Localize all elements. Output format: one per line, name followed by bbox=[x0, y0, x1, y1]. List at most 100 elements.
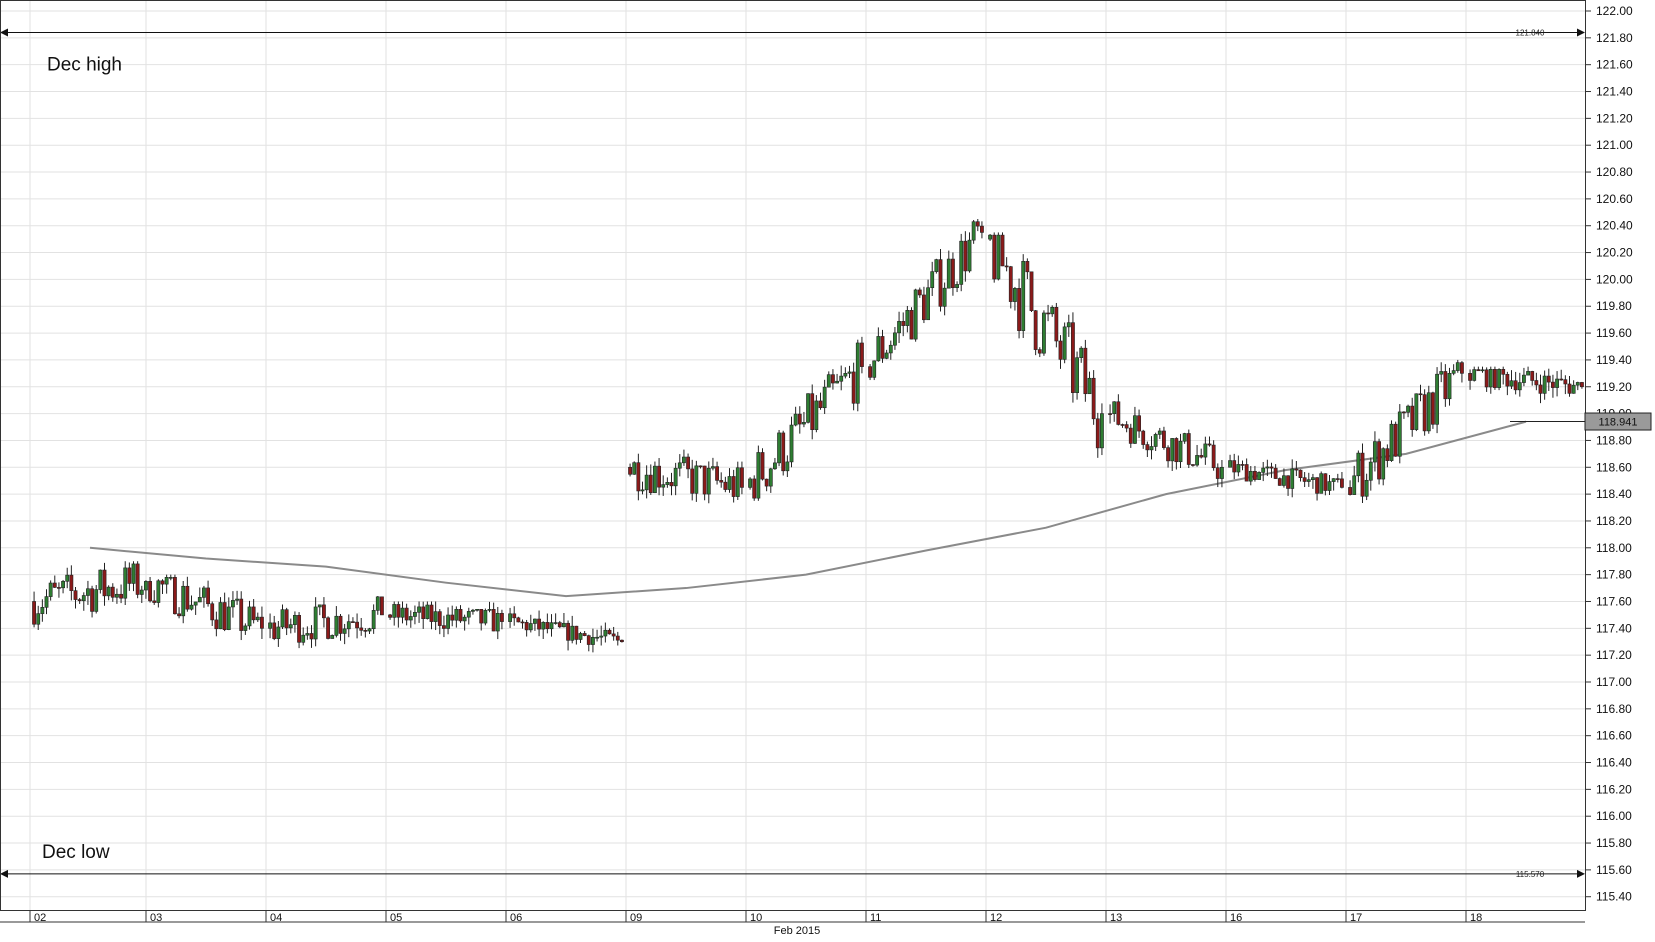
candle-body bbox=[839, 375, 844, 382]
candle-body bbox=[1559, 378, 1564, 381]
y-tick-label: 121.80 bbox=[1596, 31, 1633, 45]
candle-body bbox=[90, 588, 94, 612]
moving-average bbox=[89, 420, 1527, 598]
candle bbox=[1509, 370, 1514, 390]
candle-body bbox=[1385, 448, 1390, 461]
candle-body bbox=[620, 639, 624, 643]
candle-body bbox=[48, 582, 53, 597]
candle bbox=[1534, 372, 1539, 391]
candle-body bbox=[789, 424, 794, 463]
candle bbox=[615, 631, 620, 646]
x-tick-label: 16 bbox=[1230, 912, 1242, 924]
candle bbox=[727, 468, 732, 493]
candle-body bbox=[1331, 478, 1336, 482]
candle bbox=[222, 592, 227, 632]
candle-body bbox=[872, 360, 877, 378]
candle-body bbox=[549, 622, 554, 630]
candle bbox=[98, 569, 103, 594]
candle bbox=[1327, 474, 1332, 495]
candle bbox=[1162, 426, 1166, 450]
candle bbox=[1501, 366, 1506, 385]
candle-body bbox=[392, 604, 397, 618]
candle bbox=[181, 580, 186, 624]
candle bbox=[822, 379, 827, 414]
candle bbox=[1373, 431, 1377, 472]
candle-body bbox=[77, 599, 82, 602]
candle bbox=[1377, 438, 1381, 485]
candle bbox=[313, 597, 318, 647]
candle-body bbox=[756, 452, 761, 499]
candle-body bbox=[1191, 464, 1195, 466]
candle-body bbox=[1265, 466, 1270, 469]
candle bbox=[81, 592, 86, 611]
candle bbox=[1004, 257, 1009, 272]
candle-body bbox=[586, 635, 591, 645]
candle bbox=[135, 561, 140, 599]
candle bbox=[115, 588, 119, 604]
candle-body bbox=[653, 465, 657, 493]
candle bbox=[1551, 374, 1555, 398]
candle bbox=[760, 448, 765, 481]
candle bbox=[1364, 473, 1369, 501]
candle bbox=[942, 282, 947, 316]
candle bbox=[479, 608, 484, 631]
candle bbox=[1025, 258, 1030, 280]
candle bbox=[1497, 368, 1501, 391]
candle bbox=[868, 364, 872, 381]
candle-body bbox=[1162, 430, 1166, 448]
candle bbox=[669, 472, 674, 496]
candle bbox=[284, 607, 289, 636]
candle-body bbox=[127, 567, 132, 584]
candle-body bbox=[1046, 312, 1050, 315]
candle-body bbox=[806, 393, 810, 423]
candle-body bbox=[814, 400, 819, 430]
candle bbox=[1191, 464, 1195, 467]
candle bbox=[1282, 468, 1286, 488]
y-tick-label: 121.20 bbox=[1596, 111, 1633, 125]
candle bbox=[1389, 420, 1394, 462]
candle-body bbox=[144, 581, 148, 591]
candle-body bbox=[971, 221, 976, 241]
candle bbox=[197, 587, 202, 603]
candle-body bbox=[1054, 307, 1059, 342]
candle bbox=[437, 609, 442, 635]
candle bbox=[562, 612, 566, 628]
candle bbox=[342, 623, 347, 645]
candle-body bbox=[1261, 467, 1266, 473]
candle bbox=[280, 604, 285, 629]
candle bbox=[922, 286, 926, 324]
candle-body bbox=[359, 627, 364, 631]
y-tick-label: 115.60 bbox=[1596, 863, 1632, 877]
candle bbox=[876, 327, 881, 362]
candle bbox=[785, 455, 790, 478]
candle bbox=[677, 454, 682, 477]
candle-body bbox=[1157, 430, 1162, 435]
candle bbox=[367, 627, 372, 634]
candle-body bbox=[1248, 470, 1253, 482]
x-tick-label: 02 bbox=[34, 912, 46, 924]
candle-body bbox=[748, 478, 752, 488]
candle bbox=[1124, 421, 1129, 433]
candle-body bbox=[591, 637, 595, 645]
candle bbox=[1414, 393, 1419, 432]
candle-body bbox=[516, 617, 521, 623]
candle bbox=[1128, 423, 1133, 448]
candle-body bbox=[851, 371, 856, 404]
candle-body bbox=[578, 633, 583, 640]
candle bbox=[1166, 445, 1170, 468]
y-tick-label: 117.20 bbox=[1596, 648, 1632, 662]
candle-body bbox=[1323, 473, 1328, 491]
candle-body bbox=[1360, 452, 1365, 497]
candle-body bbox=[1418, 393, 1423, 396]
candle-body bbox=[1315, 477, 1319, 494]
candle bbox=[1393, 421, 1398, 457]
candle bbox=[326, 616, 330, 640]
candle bbox=[1265, 459, 1270, 477]
candle bbox=[413, 605, 417, 625]
candle-body bbox=[1257, 472, 1261, 480]
candle bbox=[1050, 305, 1055, 317]
candle-body bbox=[1100, 413, 1104, 449]
y-tick-label: 116.40 bbox=[1596, 756, 1632, 770]
candle bbox=[781, 430, 786, 476]
candle bbox=[1116, 394, 1121, 426]
